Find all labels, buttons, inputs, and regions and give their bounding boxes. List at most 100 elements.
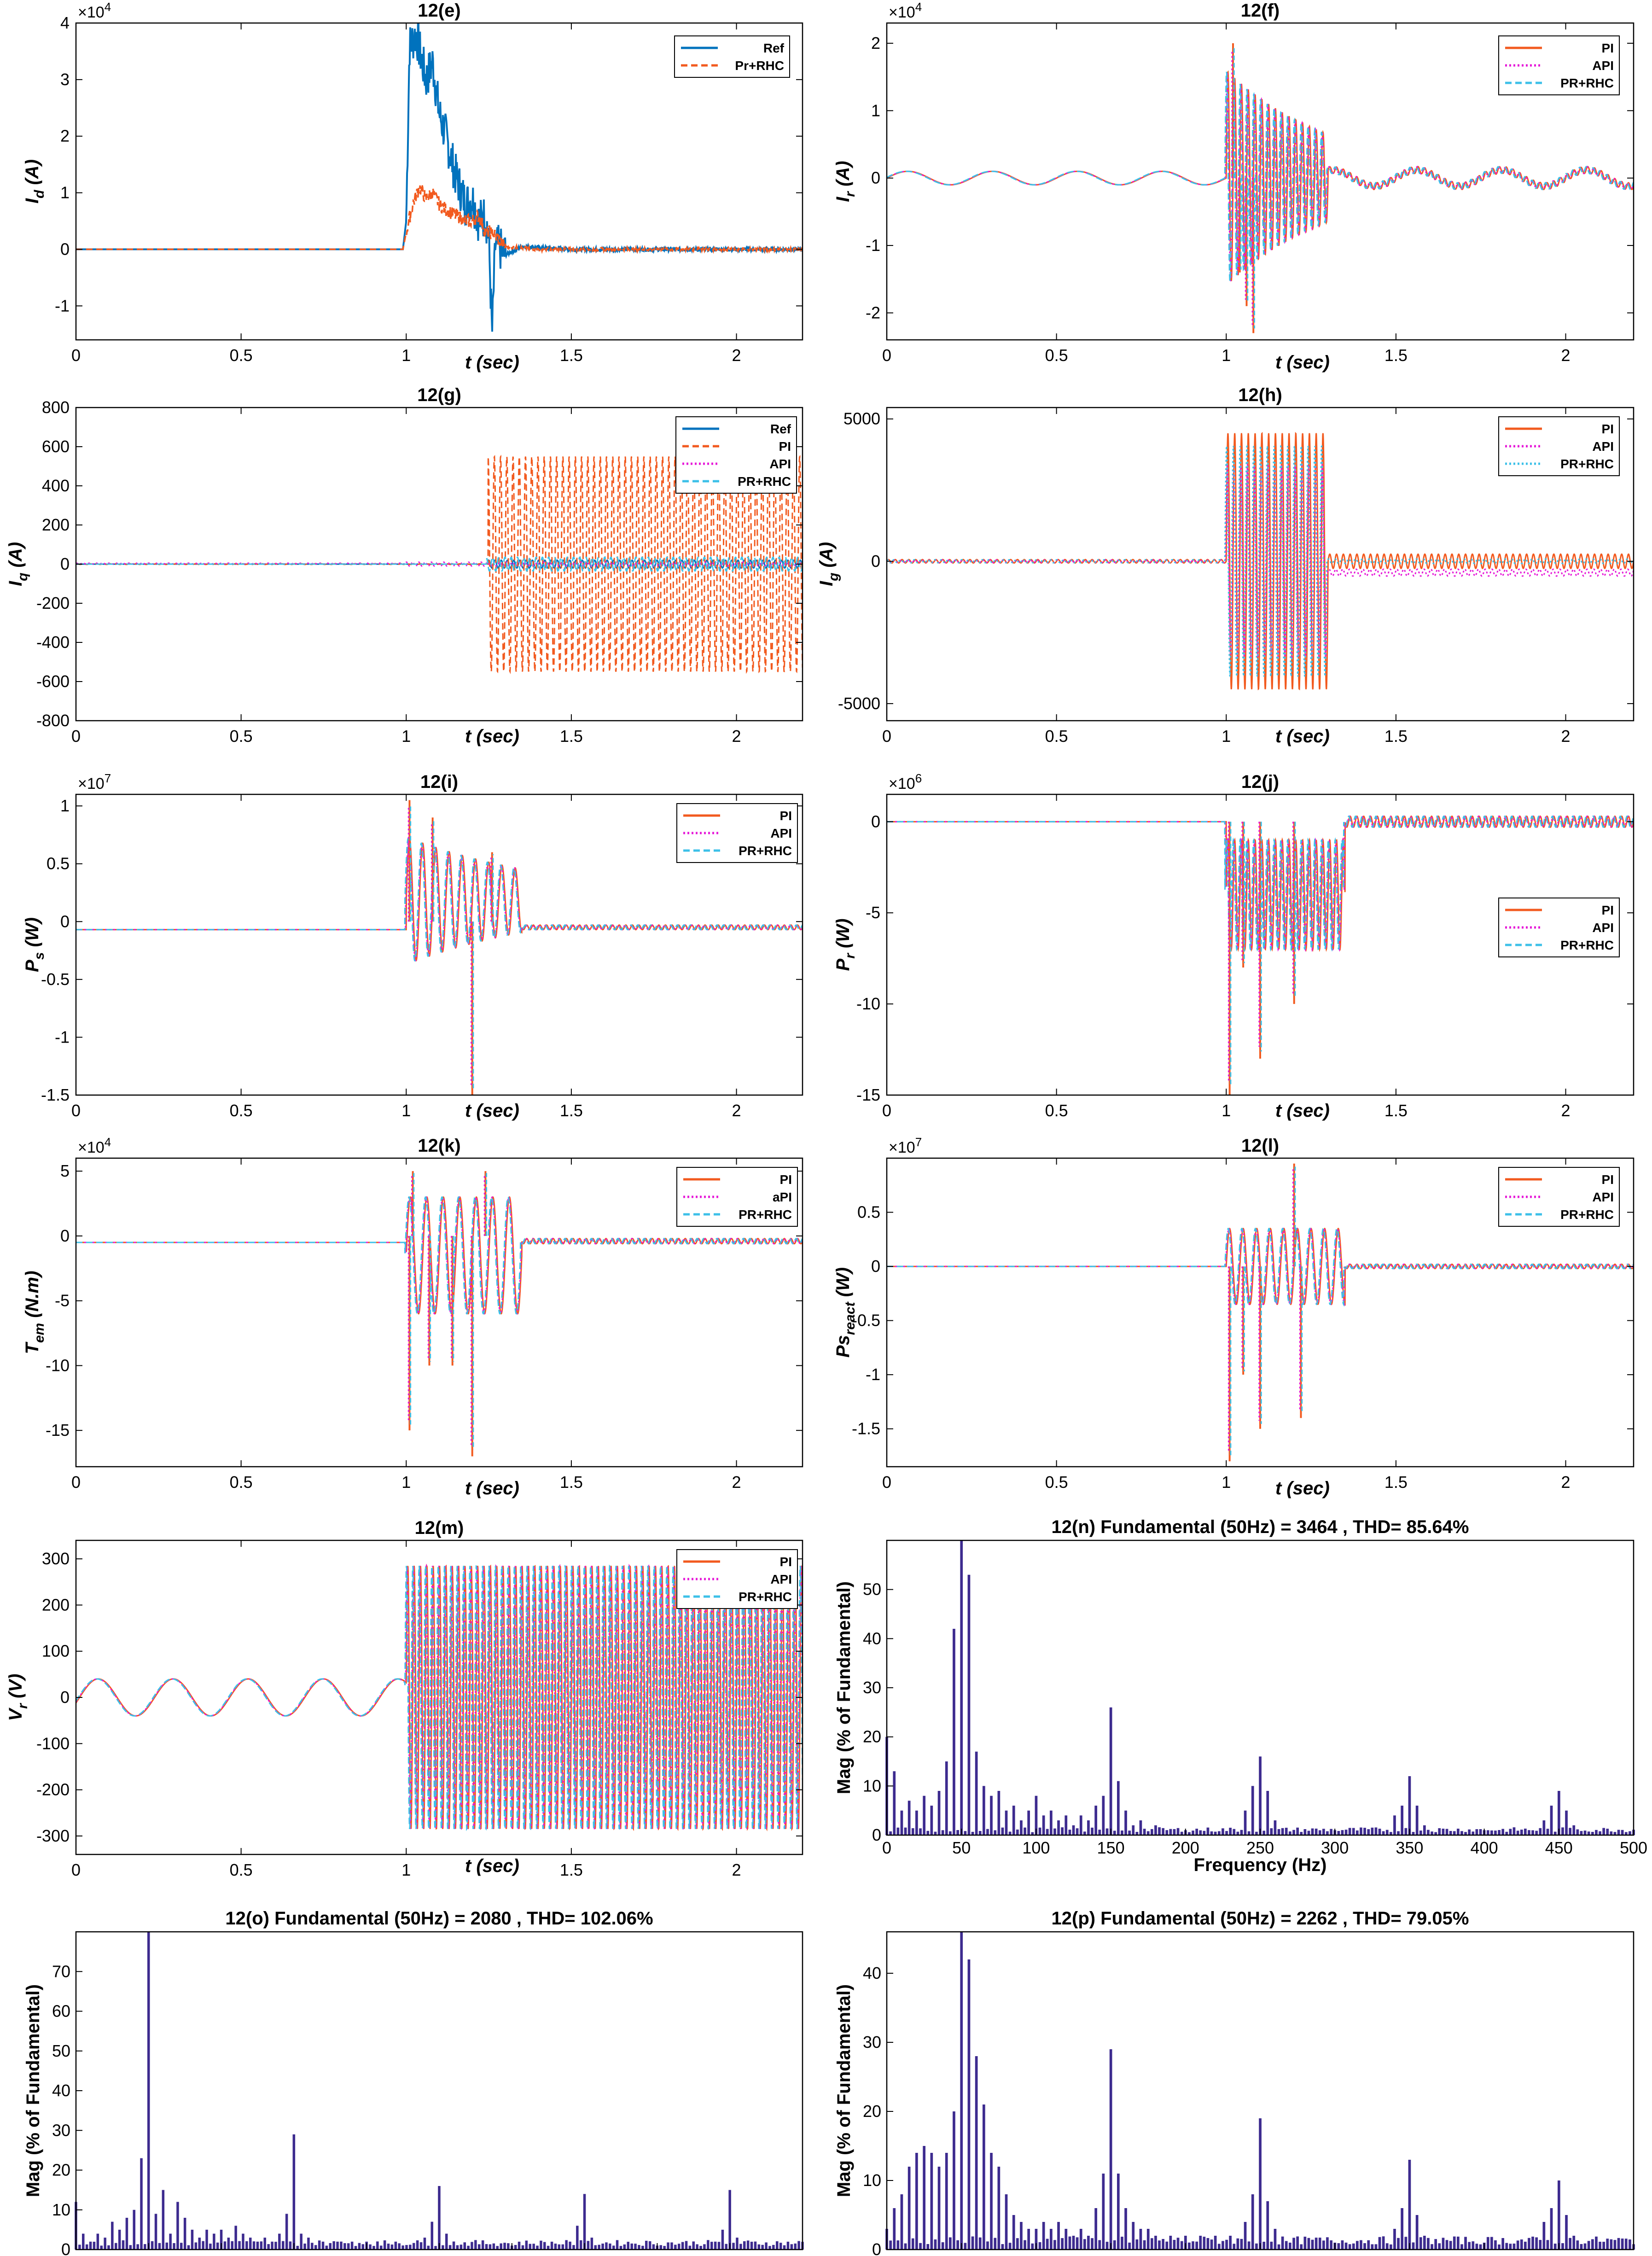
bar <box>1229 1828 1232 1835</box>
bar <box>1027 1810 1030 1835</box>
bar <box>1520 1830 1523 1835</box>
bar <box>1038 2242 1041 2250</box>
bar <box>945 2153 948 2250</box>
bar <box>93 2242 96 2250</box>
bar <box>1303 1829 1307 1835</box>
bar <box>413 2243 415 2250</box>
x-tick-label: 0 <box>882 346 891 365</box>
legend-label: PI <box>779 439 791 454</box>
bar <box>743 2241 746 2250</box>
x-tick-label: 2 <box>1561 727 1571 746</box>
bar <box>1050 1810 1053 1835</box>
y-tick-label: 0 <box>61 2240 70 2256</box>
bar <box>1005 1810 1008 1835</box>
bar <box>296 2245 299 2250</box>
bar <box>1512 2244 1516 2250</box>
chart-title: 12(i) <box>420 772 458 792</box>
bar <box>648 2241 651 2250</box>
x-tick-label: 1 <box>401 727 411 746</box>
bar <box>1038 1827 1041 1835</box>
plot-area <box>887 815 1634 1095</box>
bar <box>104 2238 106 2250</box>
bar <box>1438 1828 1441 1835</box>
x-tick-label: 0 <box>71 727 81 746</box>
bar <box>1621 2239 1624 2250</box>
y-axis-label: Ir (A) <box>833 161 858 202</box>
bar <box>1330 2240 1332 2250</box>
x-tick-label: 1 <box>401 1101 411 1120</box>
bar <box>1277 1829 1280 1835</box>
x-tick-label: 250 <box>1246 1838 1274 1857</box>
bar <box>986 1829 989 1835</box>
y-tick-label: -400 <box>36 633 70 652</box>
bar <box>1629 1831 1631 1835</box>
bar <box>1154 2236 1157 2250</box>
bar <box>1259 2118 1262 2250</box>
bar <box>1535 2237 1538 2250</box>
bar <box>1344 2242 1348 2250</box>
x-tick-label: 50 <box>140 2253 158 2256</box>
chart-panel-p: 0 50 100 150 200 250 300 350 400 450 500 0 10 20 30 40 1… <box>834 1908 1647 2256</box>
bar <box>176 2202 179 2250</box>
bar <box>1024 1827 1026 1835</box>
legend-label: PR+RHC <box>1560 1207 1614 1222</box>
y-tick-label: 5000 <box>843 409 880 428</box>
x-axis-label: t (sec) <box>1275 352 1330 373</box>
bar <box>930 1806 933 1835</box>
bar <box>1367 2240 1370 2250</box>
bar <box>1035 2229 1038 2250</box>
bar <box>915 1810 918 1835</box>
bar <box>1222 2241 1224 2250</box>
bar <box>1442 2238 1445 2250</box>
bar <box>1553 2244 1557 2250</box>
bar <box>78 2244 81 2250</box>
bar <box>1225 1831 1228 1835</box>
bar <box>220 2229 223 2250</box>
bar <box>1610 1831 1613 1835</box>
bar <box>790 2244 793 2250</box>
bar <box>1311 2239 1314 2250</box>
y-tick-label: 70 <box>52 1962 70 1981</box>
bar <box>481 2240 484 2250</box>
y-axis-label: Ig (A) <box>816 542 841 586</box>
bar <box>590 2238 593 2250</box>
chart-title: 12(h) <box>1238 385 1282 405</box>
x-tick-label: 0.5 <box>1045 1473 1068 1492</box>
bar <box>329 2243 332 2250</box>
series-line-pr-rhc <box>76 1196 803 1315</box>
y-tick-label: 3 <box>60 70 70 89</box>
bar <box>1583 1830 1587 1835</box>
bar <box>1251 2194 1254 2250</box>
bar <box>1460 2244 1463 2250</box>
bar <box>1617 1830 1620 1835</box>
x-tick-label: 2 <box>1561 1473 1571 1492</box>
y-tick-label: 0 <box>871 812 880 831</box>
x-tick-label: 450 <box>716 2253 744 2256</box>
bar <box>1576 2240 1579 2250</box>
bar <box>96 2233 99 2250</box>
plot-area <box>76 1171 803 1457</box>
bar <box>507 2243 510 2250</box>
legend-label: PI <box>780 1555 792 1569</box>
bar <box>699 2246 702 2250</box>
bar <box>1270 1828 1273 1835</box>
y-tick-label: 50 <box>52 2041 70 2060</box>
y-tick-label: -200 <box>36 594 70 612</box>
bar <box>739 2244 742 2250</box>
y-tick-label: -10 <box>46 1356 70 1375</box>
chart-title: 12(o) Fundamental (50Hz) = 2080 , THD= 1… <box>225 1908 653 1929</box>
x-axis-label: t (sec) <box>1275 1478 1330 1498</box>
bar <box>1135 2239 1139 2250</box>
bar <box>1031 1832 1034 1835</box>
series-line-pr-rhc <box>887 445 1634 678</box>
bar <box>500 2243 502 2250</box>
chart-panel-g: 0 0.5 1 1.5 2 -800 -600 -400 -200 0 200 400 600 800 12… <box>6 385 803 746</box>
bar <box>692 2241 695 2250</box>
bar <box>919 2243 922 2250</box>
legend-box <box>676 1549 798 1609</box>
bar <box>162 2190 165 2250</box>
x-tick-label: 0.5 <box>1045 727 1068 746</box>
y-axis-label: Psreact (W) <box>833 1267 858 1358</box>
y-tick-label: 10 <box>863 1776 881 1795</box>
chart-title: 12(m) <box>415 1518 464 1538</box>
